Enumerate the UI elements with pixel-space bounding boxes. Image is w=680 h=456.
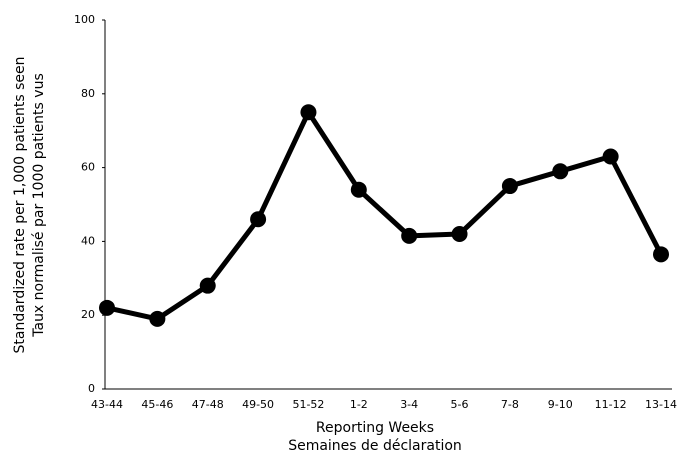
x-tick-label: 49-50: [242, 398, 274, 411]
y-tick-label: 60: [81, 161, 95, 174]
x-tick-label: 47-48: [192, 398, 224, 411]
marker: [99, 299, 115, 316]
marker: [451, 226, 468, 243]
marker: [199, 277, 216, 294]
y-tick-label: 80: [81, 87, 95, 100]
x-tick-label: 5-6: [451, 398, 469, 411]
x-tick-label: 3-4: [400, 398, 418, 411]
y-tick-label: 40: [81, 234, 95, 247]
x-tick-label: 43-44: [91, 398, 123, 411]
y-axis-title: Taux normalisé par 1000 patients vus: [31, 73, 47, 338]
x-tick-label: 13-14: [645, 398, 677, 411]
marker: [250, 211, 267, 228]
marker: [653, 246, 669, 263]
y-axis-title: Standardized rate per 1,000 patients see…: [12, 57, 28, 354]
y-tick-label: 100: [74, 13, 95, 26]
x-tick-label: 11-12: [595, 398, 627, 411]
y-tick-label: 20: [81, 308, 95, 321]
x-axis-title: Semaines de déclaration: [288, 438, 462, 454]
marker: [552, 163, 569, 180]
marker: [300, 104, 317, 121]
marker: [501, 178, 518, 195]
y-tick-label: 0: [88, 382, 95, 395]
x-tick-label: 1-2: [350, 398, 368, 411]
x-tick-label: 9-10: [548, 398, 573, 411]
marker: [401, 227, 418, 244]
x-tick-label: 7-8: [501, 398, 519, 411]
marker: [149, 310, 166, 327]
x-tick-label: 45-46: [141, 398, 173, 411]
x-axis-title: Reporting Weeks: [316, 420, 434, 436]
line: [106, 109, 664, 322]
marker: [602, 148, 619, 165]
x-tick-label: 51-52: [292, 398, 324, 411]
marker: [350, 181, 367, 198]
